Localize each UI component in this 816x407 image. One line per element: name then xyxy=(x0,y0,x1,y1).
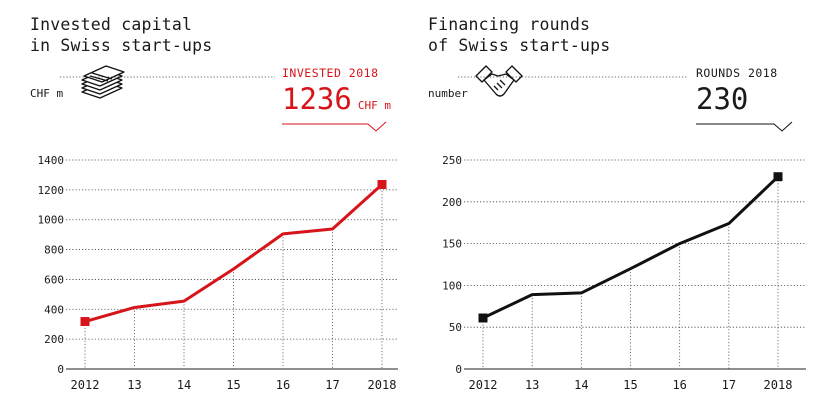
first-point-marker xyxy=(80,317,90,327)
y-tick-label: 200 xyxy=(44,333,64,346)
y-tick-label: 100 xyxy=(442,279,462,292)
y-tick-label: 1400 xyxy=(38,154,65,167)
highlight-kicker: INVESTED 2018 xyxy=(282,66,379,80)
last-point-marker xyxy=(377,179,387,189)
highlight-kicker: ROUNDS 2018 xyxy=(696,66,778,80)
chart-title: Invested capital in Swiss start-ups xyxy=(30,15,213,55)
x-tick-label: 17 xyxy=(722,378,736,392)
x-tick-label: 16 xyxy=(276,378,290,392)
y-tick-label: 600 xyxy=(44,273,64,286)
x-tick-label: 2012 xyxy=(469,378,498,392)
x-tick-label: 15 xyxy=(623,378,637,392)
x-tick-label: 13 xyxy=(525,378,539,392)
highlight-number: 1236 xyxy=(282,82,352,116)
series-line xyxy=(84,183,384,323)
x-tick-label: 17 xyxy=(325,378,339,392)
kicker-underline xyxy=(696,121,793,132)
invested-capital-chart: 0 200 400 600 800 1000 1200 1400 2012 13 14 15 16 17 2… xyxy=(38,76,398,392)
x-tick-label: 15 xyxy=(226,378,240,392)
highlight-value: 230 xyxy=(696,82,748,116)
x-tick-label: 14 xyxy=(177,378,191,392)
highlight-value: 1236 CHF m xyxy=(282,82,391,123)
unit-label: CHF m xyxy=(30,87,64,100)
series-line xyxy=(482,175,780,320)
y-tick-label: 800 xyxy=(44,244,64,257)
last-point-marker xyxy=(773,172,783,182)
handshake-icon xyxy=(475,65,523,97)
y-tick-label: 0 xyxy=(455,363,462,376)
y-tick-label: 250 xyxy=(442,154,462,167)
unit-label: number xyxy=(428,87,468,100)
x-tick-label: 2012 xyxy=(71,378,100,392)
y-tick-label: 1200 xyxy=(38,184,65,197)
kicker-underline xyxy=(282,121,387,132)
x-tick-label: 2018 xyxy=(368,378,397,392)
financing-rounds-chart: 0 50 100 150 200 250 2012 13 14 15 16 17 2018 xyxy=(442,76,806,392)
y-tick-label: 150 xyxy=(442,238,462,251)
x-tick-label: 2018 xyxy=(764,378,793,392)
x-tick-label: 14 xyxy=(574,378,588,392)
y-tick-label: 200 xyxy=(442,196,462,209)
financing-rounds-panel: Financing rounds of Swiss start-ups numb… xyxy=(408,0,816,407)
first-point-marker xyxy=(478,313,488,323)
highlight-unit: CHF m xyxy=(357,99,391,112)
x-tick-label: 16 xyxy=(672,378,686,392)
banknotes-stack-icon xyxy=(81,65,125,99)
invested-capital-panel: Invested capital in Swiss start-ups CHF … xyxy=(30,15,398,392)
y-tick-label: 0 xyxy=(57,363,64,376)
y-tick-label: 400 xyxy=(44,303,64,316)
y-tick-label: 50 xyxy=(449,321,462,334)
y-tick-label: 1000 xyxy=(38,214,65,227)
chart-title: Financing rounds of Swiss start-ups xyxy=(428,15,611,55)
x-tick-label: 13 xyxy=(127,378,141,392)
highlight-number: 230 xyxy=(696,82,749,116)
